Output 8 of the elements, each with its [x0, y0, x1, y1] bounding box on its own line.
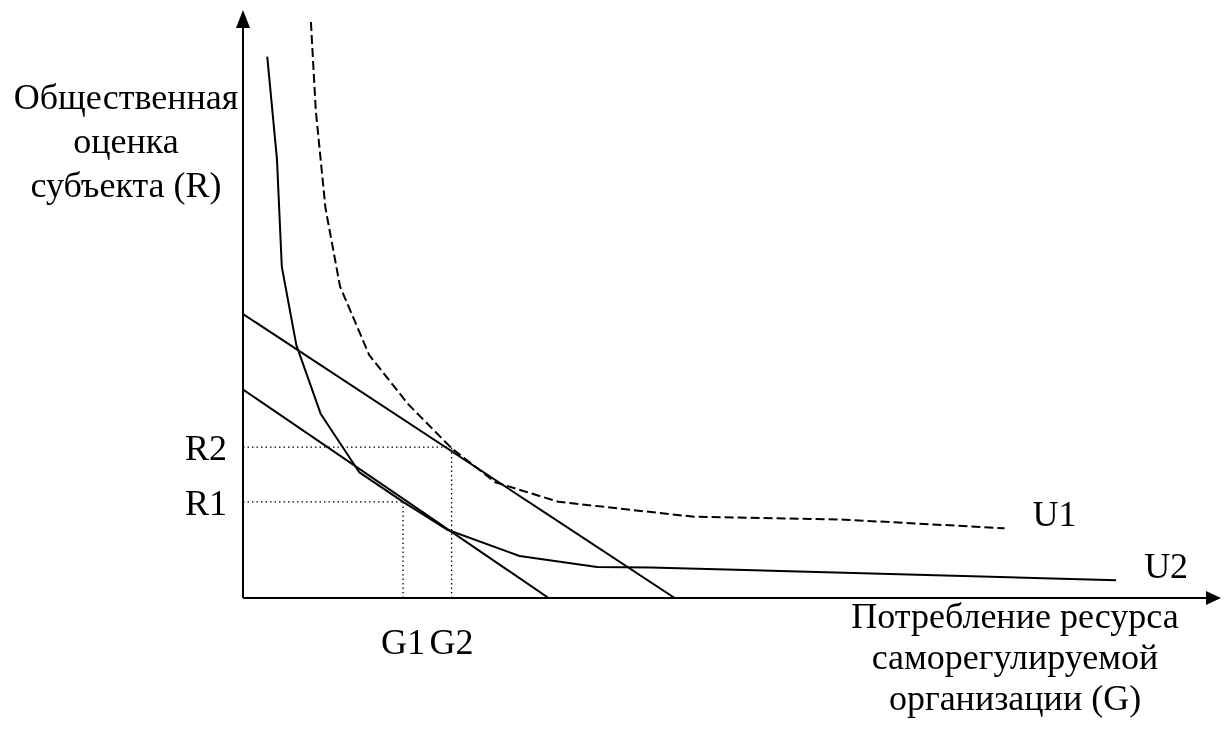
series-label: U1 [1032, 494, 1077, 535]
series-label: U2 [1144, 546, 1189, 587]
y-axis-title: Общественная оценка субъекта (R) [12, 76, 240, 207]
x-axis-title: Потребление ресурса саморегулируемой организации (G) [850, 596, 1180, 719]
x-tick-label: G1 [381, 621, 426, 662]
ref-line-label: R2 [184, 427, 227, 468]
x-tick-label: G2 [429, 621, 474, 662]
ref-line-label: R1 [184, 482, 227, 523]
